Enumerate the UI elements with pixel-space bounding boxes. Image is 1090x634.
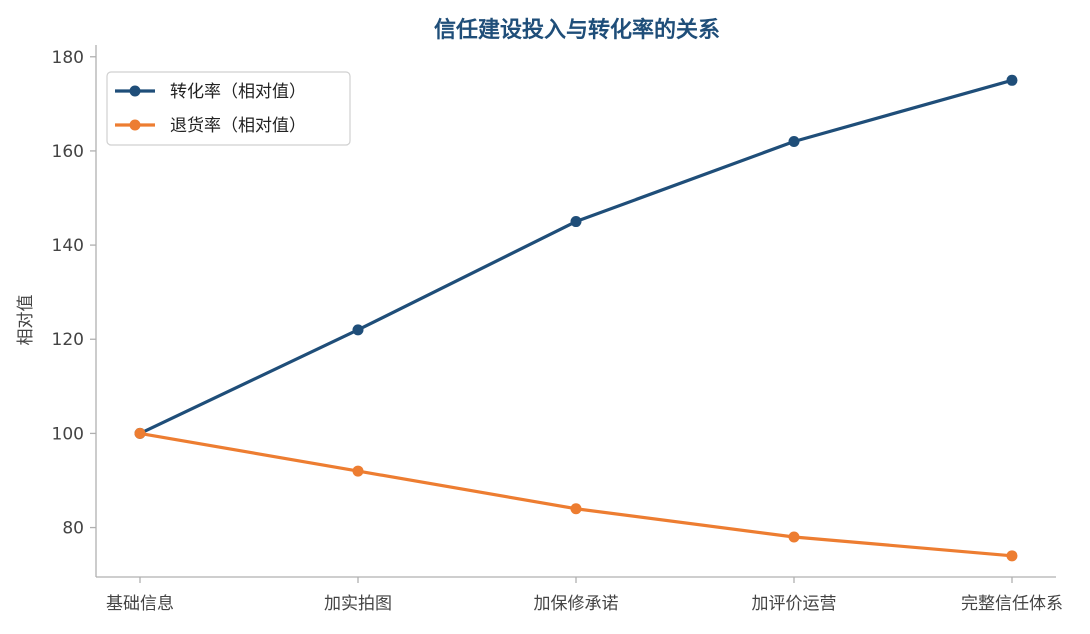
data-point: [1006, 550, 1018, 562]
legend-label: 退货率（相对值）: [170, 116, 306, 136]
legend-label: 转化率（相对值）: [170, 82, 306, 102]
series-2: [134, 427, 1018, 562]
y-tick-label: 180: [52, 48, 84, 68]
x-tick-label: 完整信任体系: [961, 594, 1063, 614]
x-tick-label: 加评价运营: [752, 594, 837, 614]
data-point: [134, 427, 146, 439]
y-axis-ticks: 80 100 120 140 160 180: [52, 48, 96, 539]
y-tick-label: 120: [52, 330, 84, 350]
x-tick-label: 基础信息: [106, 594, 174, 614]
data-point: [1006, 74, 1018, 86]
data-point: [788, 136, 800, 148]
legend-item: 转化率（相对值）: [115, 82, 306, 102]
y-tick-label: 80: [62, 519, 84, 539]
x-tick-label: 加实拍图: [324, 594, 392, 614]
series-1: [134, 74, 1018, 439]
data-point: [788, 531, 800, 543]
x-tick-label: 加保修承诺: [534, 594, 619, 614]
y-tick-label: 160: [52, 142, 84, 162]
data-point: [352, 324, 364, 336]
data-point: [570, 216, 582, 228]
y-axis-label: 相对值: [16, 295, 36, 346]
legend-marker: [129, 119, 141, 131]
series-line: [138, 431, 1014, 558]
data-point: [570, 503, 582, 515]
legend-box: [106, 71, 351, 146]
data-point: [352, 465, 364, 477]
chart-title: 信任建设投入与转化率的关系: [434, 17, 720, 43]
legend: 转化率（相对值） 退货率（相对值）: [106, 71, 351, 146]
legend-marker: [129, 85, 141, 97]
series-layer: [134, 74, 1018, 562]
x-axis-ticks: 基础信息 加实拍图 加保修承诺 加评价运营 完整信任体系: [106, 577, 1063, 614]
y-tick-label: 140: [52, 236, 84, 256]
y-tick-label: 100: [52, 424, 84, 444]
legend-item: 退货率（相对值）: [115, 116, 306, 136]
